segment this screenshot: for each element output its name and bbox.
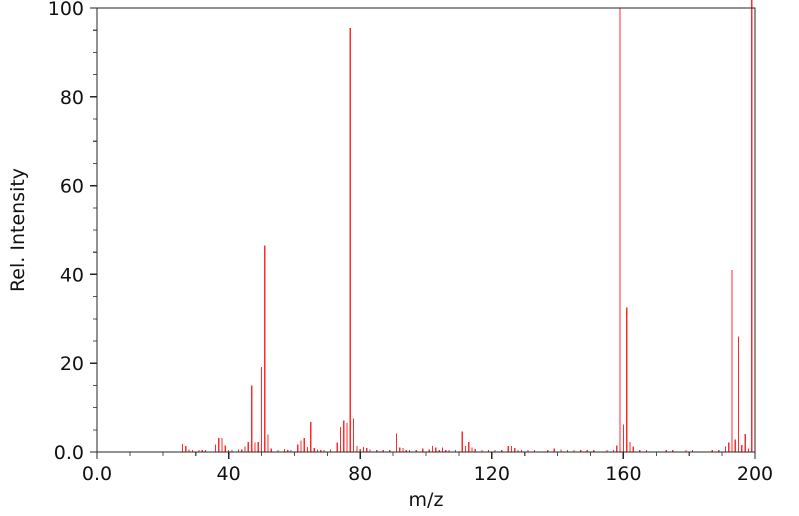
x-tick-label: 40	[217, 463, 241, 485]
x-tick-label: 0.0	[82, 463, 112, 485]
y-axis-label: Rel. Intensity	[7, 168, 29, 292]
axis-ticks	[90, 7, 756, 459]
spectrum-peaks	[181, 0, 753, 452]
x-tick-label: 80	[348, 463, 372, 485]
x-tick-label: 160	[605, 463, 641, 485]
y-tick-label: 80	[60, 87, 84, 109]
axis-tick-labels: 0.0 40 80 120 160 200 0.0 20 40 60 80 100	[48, 0, 773, 485]
y-tick-label: 0.0	[54, 442, 84, 464]
y-tick-label: 60	[60, 176, 84, 198]
axis-frame	[96, 7, 756, 453]
y-tick-label: 100	[48, 0, 84, 20]
x-tick-label: 200	[737, 463, 773, 485]
y-tick-label: 40	[60, 264, 84, 286]
x-axis-label: m/z	[409, 489, 444, 511]
x-tick-label: 120	[474, 463, 510, 485]
plot-border	[96, 7, 756, 453]
y-tick-label: 20	[60, 353, 84, 375]
